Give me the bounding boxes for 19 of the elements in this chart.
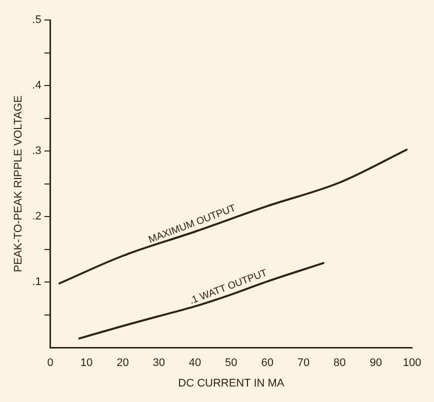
y-tick-label: .5 [32,14,42,26]
x-tick-label: 0 [47,357,54,370]
x-tick-label: 100 [402,357,422,370]
y-tick-label: .3 [32,145,42,158]
x-tick-label: 80 [334,357,346,370]
x-tick-label: 20 [116,357,129,370]
y-axis-title: PEAK-TO-PEAK RIPPLE VOLTAGE [12,95,25,272]
y-tick-label: .2 [32,210,42,223]
x-tick-label: 10 [80,357,93,370]
y-tick-label: .1 [32,276,42,288]
x-tick-label: 60 [261,357,274,370]
x-axis-title: DC CURRENT IN MA [178,377,285,390]
x-tick-label: 30 [152,357,165,370]
line-series [78,262,324,340]
y-tick-label: .4 [32,80,42,92]
x-tick-label: 70 [297,357,310,370]
x-tick-label: 50 [225,357,238,370]
x-tick-label: 40 [188,357,202,370]
x-tick-label: 90 [370,357,382,370]
